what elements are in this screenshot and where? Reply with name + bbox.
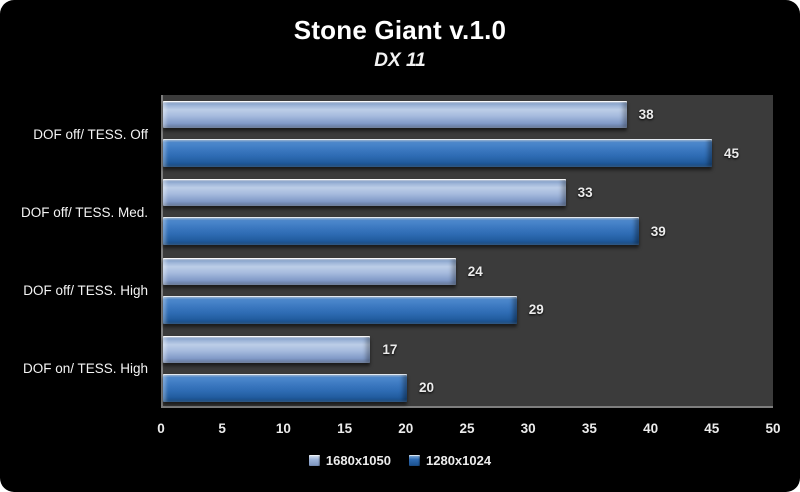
plot-area: 38 45 33 39 24 <box>161 95 773 408</box>
legend-label: 1680x1050 <box>325 453 391 468</box>
bar-row: 38 <box>163 101 773 128</box>
bar-1280x1024 <box>163 217 639 246</box>
x-tick-label: 5 <box>218 421 226 436</box>
bar-row: 20 <box>163 373 773 402</box>
bar-row: 39 <box>163 217 773 246</box>
bar-group: 33 39 <box>163 173 773 251</box>
bar-row: 45 <box>163 139 773 167</box>
category-label: DOF on/ TESS. High <box>22 361 148 377</box>
x-tick-label: 0 <box>157 421 165 436</box>
category-label: DOF off/ TESS. Med. <box>20 204 148 220</box>
bar-1280x1024 <box>163 139 712 167</box>
bar-group: 24 29 <box>163 252 773 330</box>
x-tick-label: 10 <box>275 421 291 436</box>
data-label: 38 <box>638 107 654 122</box>
legend-item-1280x1024: 1280x1024 <box>409 453 491 468</box>
legend: 1680x1050 1280x1024 <box>0 453 800 468</box>
bar-group: 17 20 <box>163 330 773 408</box>
legend-swatch-icon <box>409 455 420 466</box>
chart-title: Stone Giant v.1.0 <box>293 15 507 45</box>
category-label: DOF off/ TESS. High <box>23 283 148 299</box>
x-tick-label: 35 <box>581 421 597 436</box>
bar-1280x1024 <box>163 373 407 402</box>
x-tick-label: 30 <box>520 421 536 436</box>
y-axis-category-labels: DOF off/ TESS. Off DOF off/ TESS. Med. D… <box>0 95 148 408</box>
x-tick-label: 25 <box>459 421 475 436</box>
data-label: 20 <box>419 380 435 396</box>
data-label: 45 <box>724 145 740 161</box>
bar-1280x1024 <box>163 295 517 324</box>
bar-row: 29 <box>163 295 773 324</box>
chart-subtitle: DX 11 <box>374 50 426 71</box>
data-label: 24 <box>467 263 483 279</box>
x-axis: 0 5 10 15 20 25 30 35 40 45 50 <box>157 421 780 439</box>
bar-group: 38 45 <box>163 95 773 173</box>
bar-1680x1050 <box>163 101 627 128</box>
data-label: 39 <box>650 223 666 239</box>
bar-1680x1050 <box>163 257 456 285</box>
legend-label: 1280x1024 <box>426 453 492 468</box>
data-label: 33 <box>577 185 593 201</box>
bar-row: 24 <box>163 257 773 285</box>
x-tick-label: 15 <box>337 421 353 436</box>
legend-item-1680x1050: 1680x1050 <box>308 453 391 468</box>
legend-swatch-icon <box>308 455 320 466</box>
bar-row: 17 <box>163 335 773 363</box>
data-label: 29 <box>528 302 544 317</box>
bar-1680x1050 <box>163 335 371 363</box>
x-tick-label: 50 <box>765 421 781 436</box>
bar-1680x1050 <box>163 179 566 207</box>
bar-row: 33 <box>163 179 773 207</box>
x-tick-label: 45 <box>704 421 720 436</box>
category-label: DOF off/ TESS. Off <box>33 126 148 142</box>
x-tick-label: 20 <box>398 421 414 436</box>
x-tick-label: 40 <box>643 421 659 436</box>
data-label: 17 <box>382 341 398 357</box>
